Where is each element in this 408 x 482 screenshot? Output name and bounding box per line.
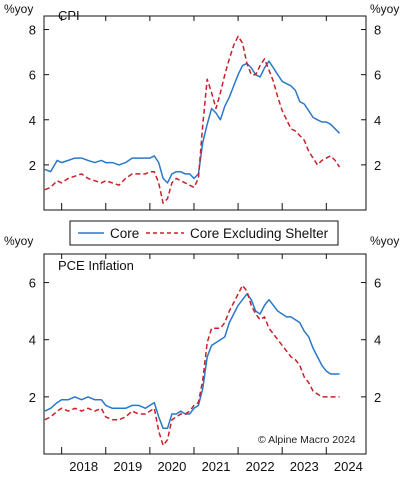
pce-panel-title: PCE Inflation xyxy=(58,258,134,273)
source-credit: © Alpine Macro 2024 xyxy=(258,434,356,446)
pce-ytick-label-right: 4 xyxy=(374,333,381,348)
x-tick-label: 2023 xyxy=(290,459,319,474)
x-tick-label: 2022 xyxy=(246,459,275,474)
pce-unit-right: %yoy xyxy=(370,234,399,248)
legend-core-ex-shelter-label: Core Excluding Shelter xyxy=(190,226,329,241)
x-tick-label: 2024 xyxy=(334,459,363,474)
x-tick-label: 2018 xyxy=(69,459,98,474)
pce-ytick-label-right: 2 xyxy=(374,390,381,405)
cpi-ytick-label-right: 4 xyxy=(374,113,381,128)
pce-unit-left: %yoy xyxy=(4,234,33,248)
cpi-ytick-label-left: 2 xyxy=(29,158,36,173)
pce-panel: %yoy %yoy PCE Inflation 2 2 4 4 6 6 © Alpine … xyxy=(4,234,399,455)
legend-core-label: Core xyxy=(110,226,139,241)
legend: Core Core Excluding Shelter xyxy=(69,220,339,246)
pce-ytick-label-left: 6 xyxy=(29,276,36,291)
x-axis-ticks: 2018 2019 2020 2021 2022 2023 2024 xyxy=(61,16,363,474)
cpi-unit-right: %yoy xyxy=(370,2,399,16)
cpi-panel-title: CPI xyxy=(58,8,80,23)
legend-frame xyxy=(69,220,339,246)
pce-ytick-label-right: 6 xyxy=(374,276,381,291)
cpi-ytick-label-right: 2 xyxy=(374,158,381,173)
cpi-series-core-excluding-shelter xyxy=(44,35,341,204)
cpi-series-lines xyxy=(44,35,341,204)
pce-ytick-label-left: 4 xyxy=(29,333,36,348)
pce-plot-frame xyxy=(43,253,367,455)
cpi-ytick-label-right: 6 xyxy=(374,68,381,83)
cpi-y-ticks: 2 2 4 4 6 6 8 8 xyxy=(29,23,381,173)
pce-series-core xyxy=(44,293,340,430)
x-tick-label: 2021 xyxy=(202,459,231,474)
x-tick-label: 2020 xyxy=(157,459,186,474)
cpi-ytick-label-left: 6 xyxy=(29,68,36,83)
cpi-ytick-label-left: 8 xyxy=(29,23,36,38)
cpi-ytick-label-right: 8 xyxy=(374,23,381,38)
cpi-series-core xyxy=(44,60,341,184)
x-tick-label: 2019 xyxy=(113,459,142,474)
pce-series-lines xyxy=(44,284,340,447)
pce-y-ticks: 2 2 4 4 6 6 xyxy=(29,276,381,405)
cpi-plot-frame xyxy=(43,15,367,211)
cpi-panel: %yoy %yoy CPI 2 2 4 4 6 6 8 8 xyxy=(4,2,399,211)
cpi-unit-left: %yoy xyxy=(4,2,33,16)
pce-series-core-excluding-shelter xyxy=(44,284,340,447)
cpi-ytick-label-left: 4 xyxy=(29,113,36,128)
pce-ytick-label-left: 2 xyxy=(29,390,36,405)
